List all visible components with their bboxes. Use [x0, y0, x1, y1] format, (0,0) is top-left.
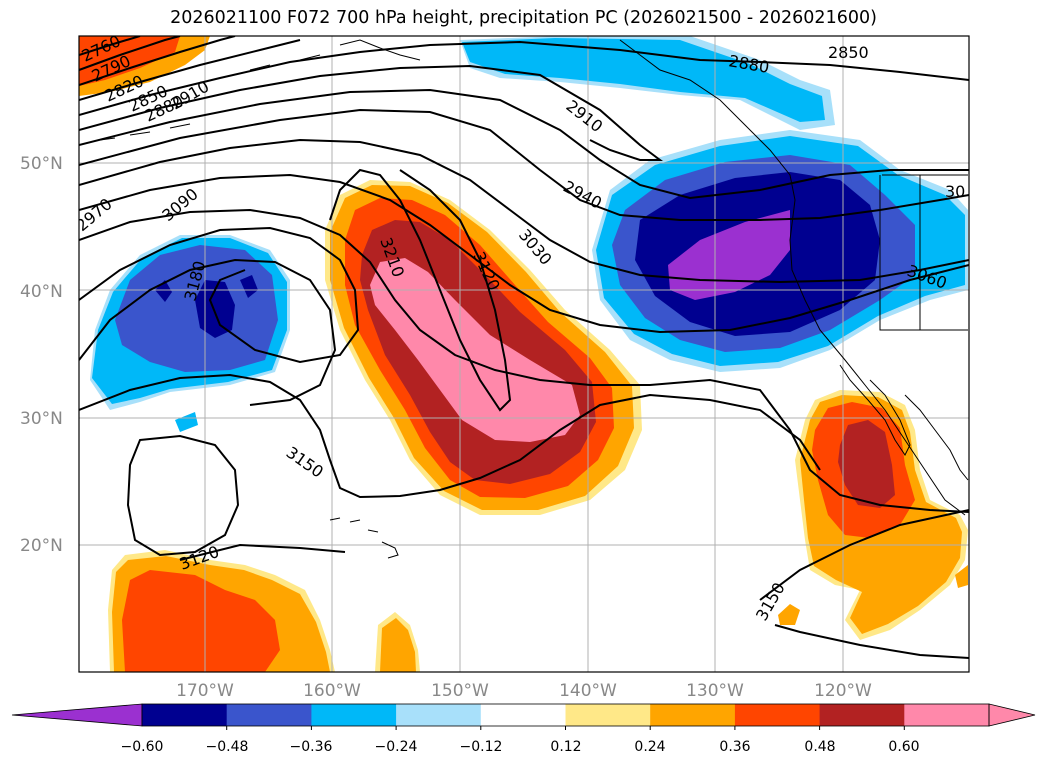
map-title: 2026021100 F072 700 hPa height, precipit…: [170, 8, 877, 28]
colorbar-tick-label: 0.36: [719, 739, 750, 755]
shade-s-orange: [380, 618, 416, 672]
shade-westblob-blue: [115, 245, 278, 372]
lat-tick-label: 50°N: [20, 154, 63, 174]
shade-small-orange2: [955, 565, 968, 588]
colorbar-tick-label: 0.60: [888, 739, 919, 755]
colorbar-swatch: [142, 704, 228, 726]
colorbar-tick-label: −0.36: [290, 739, 333, 755]
colorbar-swatch: [396, 704, 482, 726]
colorbar-tick-label: −0.60: [121, 739, 164, 755]
shade-sw-red: [122, 570, 280, 672]
shade-mexico-darkred: [838, 420, 895, 508]
colorbar-extend-high: [988, 703, 1036, 727]
lon-tick-label: 130°W: [686, 681, 744, 701]
coastlines: [99, 39, 969, 559]
map-plot-area: 2760 2790 2820 2850 2880 2910 2970 3090 …: [79, 36, 969, 672]
colorbar-swatch: [819, 704, 905, 726]
border-states: [879, 175, 968, 331]
contour-label: 2850: [828, 43, 869, 62]
colorbar-swatch: [226, 704, 312, 726]
colorbar-swatch: [480, 704, 566, 726]
lon-tick-label: 150°W: [431, 681, 489, 701]
colorbar-swatches: [11, 703, 1036, 727]
colorbar: −0.60 −0.48 −0.36 −0.24 −0.12 0.12 0.24 …: [11, 703, 1036, 755]
lat-tick-label: 30°N: [20, 409, 63, 429]
colorbar-tick-label: 0.48: [804, 739, 835, 755]
shade-centerblob-pink: [370, 258, 580, 442]
shade-eastblob-purple: [668, 210, 790, 300]
colorbar-swatch: [565, 704, 651, 726]
coast-hawaii: [329, 517, 399, 559]
height-contours: [79, 36, 969, 659]
colorbar-swatch: [734, 704, 821, 726]
colorbar-swatch: [650, 704, 736, 726]
colorbar-ticks: −0.60 −0.48 −0.36 −0.24 −0.12 0.12 0.24 …: [121, 726, 920, 755]
plot-frame: [78, 35, 970, 673]
lat-tick-label: 20°N: [20, 536, 63, 556]
shade-westblob-navy3: [240, 275, 258, 298]
shade-north-cyan: [462, 38, 825, 122]
coast-mainland-mexico: [904, 394, 969, 481]
lat-tick-label: 40°N: [20, 282, 63, 302]
colorbar-tick-label: 0.12: [550, 739, 581, 755]
colorbar-tick-label: 0.24: [634, 739, 665, 755]
colorbar-swatch: [904, 704, 990, 726]
coast-north-america: [619, 39, 966, 516]
colorbar-extend-low: [11, 703, 143, 727]
lat-axis: 50°N 40°N 30°N 20°N: [20, 154, 63, 556]
colorbar-swatch: [311, 704, 397, 726]
lon-tick-label: 160°W: [303, 681, 361, 701]
lon-tick-label: 120°W: [814, 681, 872, 701]
gridlines: [79, 36, 969, 672]
lon-tick-label: 170°W: [176, 681, 234, 701]
coast-baja: [839, 364, 911, 456]
lon-tick-label: 140°W: [559, 681, 617, 701]
lon-axis: 170°W 160°W 150°W 140°W 130°W 120°W: [176, 681, 872, 701]
colorbar-tick-label: −0.12: [460, 739, 503, 755]
shade-small-orange: [778, 604, 800, 625]
colorbar-tick-label: −0.24: [375, 739, 418, 755]
colorbar-tick-label: −0.48: [206, 739, 249, 755]
contour-label: 30: [945, 182, 965, 201]
shade-small-cyan: [175, 412, 198, 432]
shade-westblob-navy2: [155, 280, 172, 302]
shade-topleft-red: [79, 36, 180, 86]
